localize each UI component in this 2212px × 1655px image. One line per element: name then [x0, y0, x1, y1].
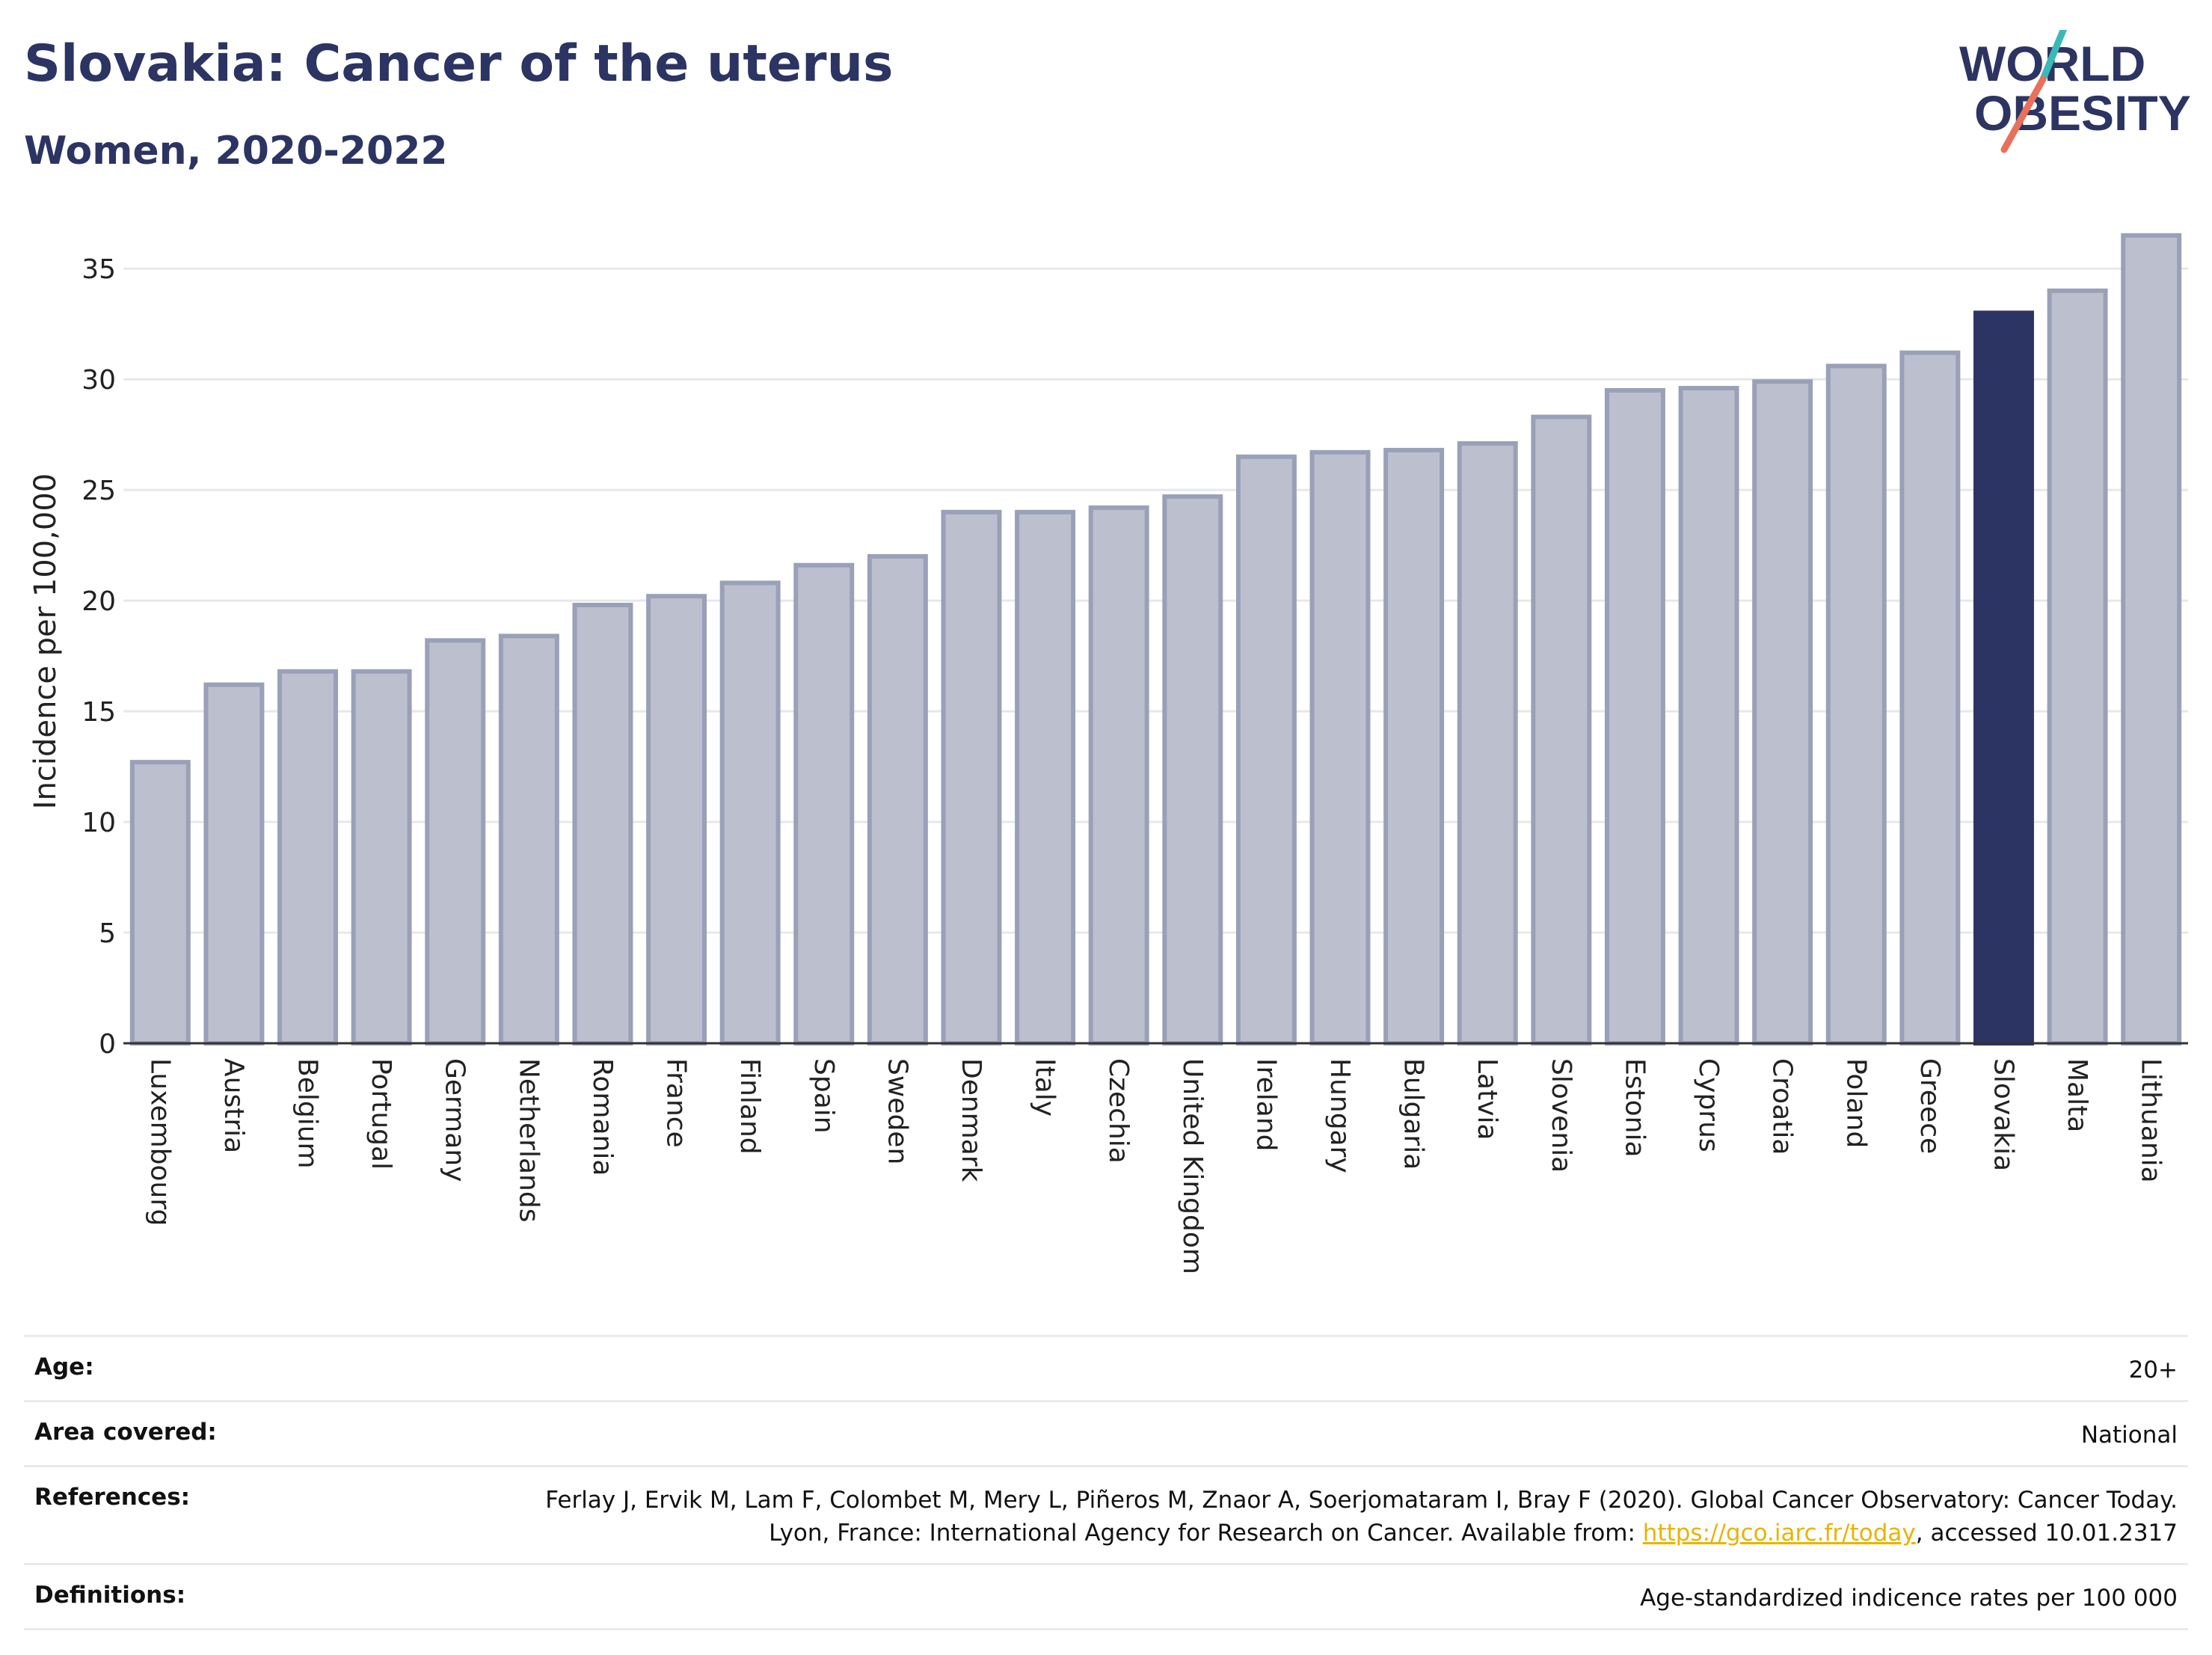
- references-value: Ferlay J, Ervik M, Lam F, Colombet M, Me…: [532, 1484, 2178, 1550]
- x-tick-label: Czechia: [1103, 1058, 1134, 1164]
- x-tick-label: Sweden: [882, 1058, 912, 1164]
- bar: [1162, 494, 1223, 1045]
- bar: [425, 638, 486, 1045]
- x-tick-label: Greece: [1914, 1058, 1945, 1154]
- y-tick-label: 5: [99, 918, 116, 949]
- x-tick-label: Malta: [2062, 1058, 2092, 1132]
- x-tick-label: Luxembourg: [144, 1058, 175, 1226]
- bar: [719, 580, 781, 1045]
- y-tick-label: 20: [82, 586, 116, 617]
- references-link[interactable]: https://gco.iarc.fr/today: [1642, 1520, 1916, 1547]
- bar: [203, 682, 265, 1045]
- references-text-2: , accessed 10.01.2317: [1915, 1520, 2178, 1547]
- meta-row-definitions: Definitions: Age-standardized indicence …: [24, 1563, 2188, 1630]
- x-tick-label: Estonia: [1619, 1058, 1650, 1158]
- x-tick-label: Netherlands: [513, 1058, 544, 1222]
- x-tick-label: Ireland: [1250, 1058, 1281, 1152]
- bar: [646, 594, 707, 1045]
- y-tick-label: 35: [82, 254, 116, 285]
- world-obesity-logo: WORLD OBESITY: [1959, 30, 2191, 153]
- references-text-1: Ferlay J, Ervik M, Lam F, Colombet M, Me…: [545, 1487, 2178, 1547]
- bar: [941, 509, 1002, 1045]
- x-tick-label: Finland: [734, 1058, 765, 1155]
- x-tick-label: Italy: [1030, 1058, 1060, 1117]
- y-tick-label: 10: [82, 808, 116, 838]
- page-subtitle: Women, 2020-2022: [24, 129, 448, 174]
- bar: [277, 669, 338, 1045]
- bar: [572, 603, 633, 1045]
- bar: [1752, 379, 1813, 1045]
- x-tick-label: Slovenia: [1546, 1058, 1576, 1173]
- definitions-value: Age-standardized indicence rates per 100…: [1640, 1585, 2178, 1612]
- bar: [1531, 414, 1592, 1045]
- bar: [1235, 454, 1297, 1045]
- x-tick-label: Denmark: [956, 1058, 986, 1182]
- logo-text-obesity: OBESITY: [1974, 85, 2191, 141]
- x-tick-label: Lithuania: [2136, 1058, 2166, 1183]
- bar: [867, 553, 928, 1045]
- meta-row-references: References: Ferlay J, Ervik M, Lam F, Co…: [24, 1465, 2188, 1563]
- meta-row-area: Area covered: National: [24, 1400, 2188, 1465]
- area-label: Area covered:: [34, 1419, 217, 1446]
- x-tick-label: United Kingdom: [1177, 1058, 1208, 1274]
- x-tick-label: Cyprus: [1693, 1058, 1724, 1152]
- x-tick-label: Portugal: [366, 1058, 396, 1170]
- bar: [498, 633, 559, 1045]
- bar: [351, 669, 412, 1045]
- bar-chart: 0 5 10 15 20 25 30 35 Incidence per 100,000 Luxem…: [28, 233, 2188, 1274]
- bar: [1899, 350, 1961, 1046]
- metadata-table: Age: 20+ Area covered: National Referenc…: [24, 1335, 2188, 1630]
- x-tick-label: Romania: [587, 1058, 618, 1176]
- x-tick-label: Poland: [1840, 1058, 1871, 1148]
- x-tick-label: Hungary: [1324, 1058, 1355, 1173]
- bar: [1015, 509, 1076, 1045]
- bar: [1678, 386, 1739, 1045]
- x-tick-label: Germany: [440, 1058, 470, 1182]
- x-tick-label: Latvia: [1472, 1058, 1502, 1140]
- logo-slash-coral: [2000, 76, 2047, 153]
- x-tick-label: Belgium: [292, 1058, 323, 1169]
- y-tick-label: 30: [82, 365, 116, 396]
- bar: [1383, 447, 1445, 1045]
- bar: [2121, 233, 2182, 1046]
- bar-highlight: [1973, 310, 2034, 1046]
- y-tick-label: 0: [99, 1029, 116, 1060]
- age-value: 20+: [2128, 1357, 2178, 1384]
- y-axis-label: Incidence per 100,000: [28, 473, 63, 810]
- y-tick-label: 25: [82, 476, 116, 506]
- x-tick-label: France: [661, 1058, 692, 1148]
- page-title: Slovakia: Cancer of the uterus: [24, 34, 894, 93]
- x-tick-label: Slovakia: [1988, 1058, 2018, 1171]
- area-value: National: [2080, 1422, 2178, 1449]
- bar: [129, 760, 191, 1045]
- references-label: References:: [34, 1484, 191, 1511]
- bar: [1088, 505, 1149, 1045]
- age-label: Age:: [34, 1354, 94, 1381]
- x-tick-label: Croatia: [1767, 1058, 1798, 1155]
- meta-row-age: Age: 20+: [24, 1335, 2188, 1400]
- definitions-label: Definitions:: [34, 1582, 186, 1609]
- logo-slash-teal: [2039, 30, 2068, 83]
- bar: [1825, 363, 1887, 1045]
- x-tick-label: Austria: [218, 1058, 249, 1153]
- bar: [2047, 288, 2108, 1045]
- bar: [1604, 387, 1665, 1045]
- bar: [1309, 449, 1371, 1045]
- bar: [1457, 440, 1518, 1045]
- x-tick-label: Bulgaria: [1398, 1058, 1429, 1170]
- x-tick-label: Spain: [808, 1058, 839, 1134]
- y-tick-label: 15: [82, 697, 116, 728]
- bar: [793, 562, 855, 1045]
